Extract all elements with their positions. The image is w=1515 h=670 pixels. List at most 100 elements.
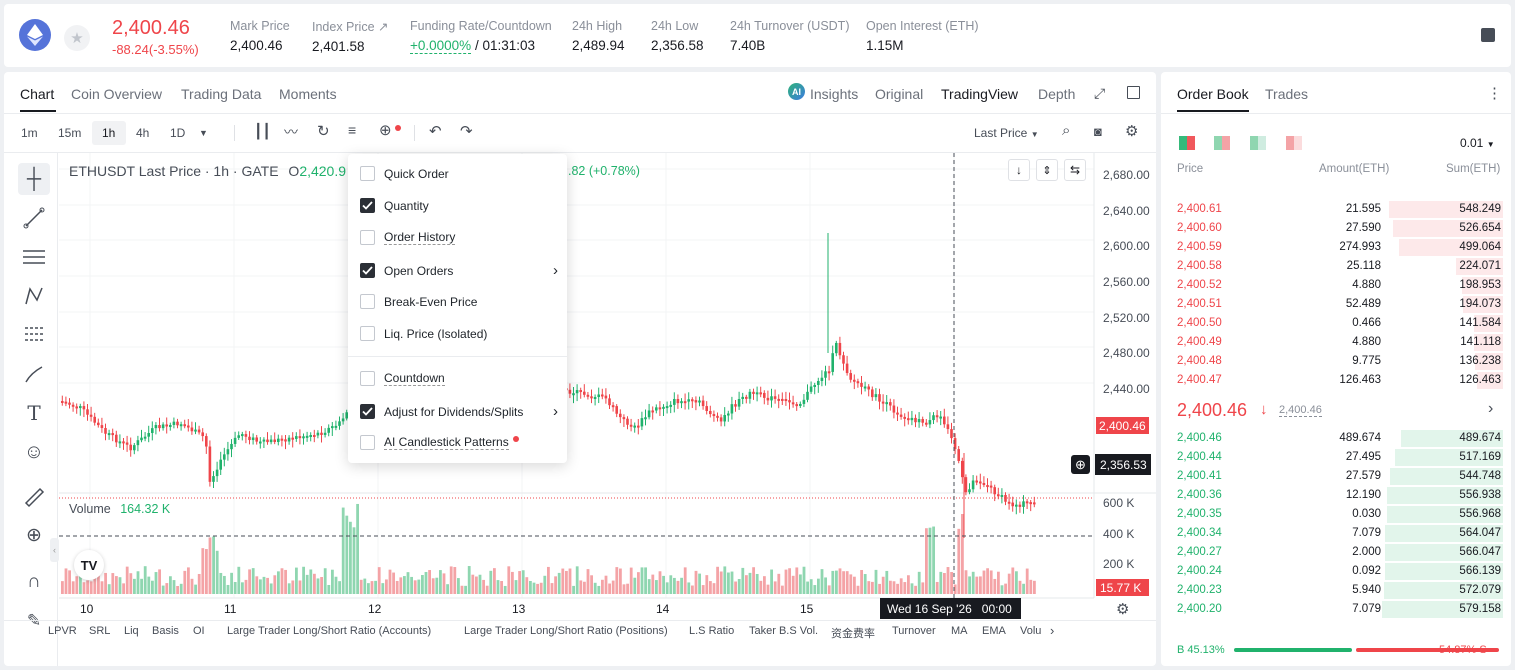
trend-line-icon[interactable] xyxy=(18,202,50,234)
interval-1m[interactable]: 1m xyxy=(21,126,38,140)
view-insights[interactable]: Insights xyxy=(810,86,859,102)
axis-settings-icon[interactable]: ⚙ xyxy=(1116,601,1130,618)
menu-countdown[interactable]: Countdown xyxy=(360,371,445,386)
tab-trading-data[interactable]: Trading Data xyxy=(181,86,262,102)
interval-more-icon[interactable]: ▼ xyxy=(199,128,208,138)
chart-control-maximize-icon[interactable]: ⇆ xyxy=(1064,159,1086,181)
checkbox[interactable] xyxy=(360,230,375,245)
text-icon[interactable]: T xyxy=(27,401,41,425)
interval-4h[interactable]: 4h xyxy=(136,126,150,140)
ask-row[interactable]: 2,400.59 274.993 499.064 xyxy=(1177,238,1503,257)
view-bids-icon[interactable] xyxy=(1250,136,1266,150)
view-mix-icon[interactable] xyxy=(1214,136,1230,150)
menu-break-even[interactable]: Break-Even Price xyxy=(360,294,477,309)
checkbox-checked[interactable] xyxy=(360,198,375,213)
checkbox[interactable] xyxy=(360,371,375,386)
checkbox[interactable] xyxy=(360,326,375,341)
magnet-icon[interactable]: ∩ xyxy=(27,571,41,592)
horizontal-lines-icon[interactable] xyxy=(18,241,50,273)
ask-row[interactable]: 2,400.61 21.595 548.249 xyxy=(1177,200,1503,219)
ask-row[interactable]: 2,400.52 4.880 198.953 xyxy=(1177,276,1503,295)
tab-chart[interactable]: Chart xyxy=(20,86,55,102)
search-icon[interactable]: ⌕ xyxy=(1062,122,1071,139)
collapse-toolbar-handle[interactable]: ‹ xyxy=(50,538,59,562)
bid-row[interactable]: 2,400.35 0.030 556.968 xyxy=(1177,505,1503,524)
refresh-icon[interactable]: ↻ xyxy=(317,123,330,140)
chart-control-collapse-icon[interactable]: ⇕ xyxy=(1036,159,1058,181)
last-price-select[interactable]: Last Price ▼ xyxy=(974,126,1039,140)
ask-row[interactable]: 2,400.60 27.590 526.654 xyxy=(1177,219,1503,238)
tab-trades[interactable]: Trades xyxy=(1265,86,1309,102)
indicator-tab[interactable]: OI xyxy=(193,625,205,637)
tab-coin-overview[interactable]: Coin Overview xyxy=(71,86,163,102)
tab-order-book[interactable]: Order Book xyxy=(1177,86,1249,102)
camera-icon[interactable]: ◙ xyxy=(1094,124,1102,139)
indicator-tab[interactable]: 资金费率 xyxy=(831,628,875,640)
ask-row[interactable]: 2,400.47 126.463 126.463 xyxy=(1177,371,1503,390)
zoom-in-icon[interactable]: ⊕ xyxy=(26,524,42,546)
candle-type-icon[interactable]: ┃┃ xyxy=(254,123,271,139)
bid-row[interactable]: 2,400.36 12.190 556.938 xyxy=(1177,486,1503,505)
expand-icon[interactable]: ⤢ xyxy=(1094,85,1106,101)
checkbox[interactable] xyxy=(360,435,375,450)
indicator-tab[interactable]: Taker B.S Vol. xyxy=(749,625,819,637)
tab-moments[interactable]: Moments xyxy=(279,86,337,102)
add-icon[interactable]: ⊕ xyxy=(379,122,392,139)
indicator-tab[interactable]: Liq xyxy=(124,625,139,637)
checkbox-checked[interactable] xyxy=(360,263,375,278)
mid-expand-icon[interactable]: › xyxy=(1488,400,1494,417)
settings-gear-icon[interactable]: ⚙ xyxy=(1125,123,1139,140)
pencil-lock-icon[interactable]: ✎ xyxy=(26,611,42,630)
bid-row[interactable]: 2,400.20 7.079 579.158 xyxy=(1177,600,1503,619)
indicator-tab[interactable]: L.S Ratio xyxy=(689,625,735,637)
bid-row[interactable]: 2,400.41 27.579 544.748 xyxy=(1177,467,1503,486)
bid-row[interactable]: 2,400.44 27.495 517.169 xyxy=(1177,448,1503,467)
menu-liq-price[interactable]: Liq. Price (Isolated) xyxy=(360,326,487,341)
menu-quantity[interactable]: Quantity xyxy=(360,198,429,213)
chart-control-down-icon[interactable]: ↓ xyxy=(1008,159,1030,181)
ask-row[interactable]: 2,400.48 9.775 136.238 xyxy=(1177,352,1503,371)
stat-index-price[interactable]: Index Price ↗ 2,401.58 xyxy=(312,20,389,54)
ask-row[interactable]: 2,400.58 25.118 224.071 xyxy=(1177,257,1503,276)
menu-order-history[interactable]: Order History xyxy=(360,230,456,245)
window-icon[interactable] xyxy=(1127,86,1140,99)
emoji-icon[interactable]: ☺ xyxy=(23,440,45,463)
bid-row[interactable]: 2,400.46 489.674 489.674 xyxy=(1177,429,1503,448)
pattern-icon[interactable] xyxy=(18,280,50,312)
bid-row[interactable]: 2,400.34 7.079 564.047 xyxy=(1177,524,1503,543)
checkbox[interactable] xyxy=(360,166,375,181)
checkbox-checked[interactable] xyxy=(360,404,375,419)
view-both-icon[interactable] xyxy=(1179,136,1195,150)
indicators-icon[interactable]: 〰 xyxy=(284,124,298,140)
crosshair-icon[interactable]: ┼ xyxy=(18,163,50,195)
menu-adjust-dividends[interactable]: Adjust for Dividends/Splits › xyxy=(360,403,558,420)
indicator-tab[interactable]: MA xyxy=(951,625,968,637)
view-original[interactable]: Original xyxy=(875,86,924,102)
bid-row[interactable]: 2,400.27 2.000 566.047 xyxy=(1177,543,1503,562)
redo-icon[interactable]: ↷ xyxy=(460,123,473,140)
bid-row[interactable]: 2,400.24 0.092 566.139 xyxy=(1177,562,1503,581)
precision-select[interactable]: 0.01 ▼ xyxy=(1460,136,1495,150)
crosshair-add-icon[interactable]: ⊕ xyxy=(1071,455,1090,474)
indicator-tab[interactable]: Large Trader Long/Short Ratio (Accounts) xyxy=(227,625,432,637)
indicator-tab[interactable]: Turnover xyxy=(892,625,936,637)
more-menu-icon[interactable]: ⋮ xyxy=(1487,85,1502,102)
indicator-tab[interactable]: Basis xyxy=(152,625,179,637)
menu-ai-candlestick[interactable]: AI Candlestick Patterns xyxy=(360,435,519,450)
ask-row[interactable]: 2,400.50 0.466 141.584 xyxy=(1177,314,1503,333)
ruler-icon[interactable] xyxy=(18,481,50,513)
indicator-tab[interactable]: SRL xyxy=(89,625,111,637)
view-asks-icon[interactable] xyxy=(1286,136,1302,150)
menu-open-orders[interactable]: Open Orders › xyxy=(360,262,558,279)
candlestick-chart[interactable] xyxy=(59,153,1156,666)
indicator-tab[interactable]: LPVR xyxy=(48,625,77,637)
checkbox[interactable] xyxy=(360,294,375,309)
indicator-tab[interactable]: Large Trader Long/Short Ratio (Positions… xyxy=(464,625,668,637)
indicator-tab[interactable]: EMA xyxy=(982,625,1006,637)
indicator-tab[interactable]: Volu xyxy=(1020,625,1042,637)
bid-row[interactable]: 2,400.23 5.940 572.079 xyxy=(1177,581,1503,600)
interval-15m[interactable]: 15m xyxy=(58,126,82,140)
fib-icon[interactable] xyxy=(18,319,50,351)
menu-quick-order[interactable]: Quick Order xyxy=(360,166,449,181)
ask-row[interactable]: 2,400.49 4.880 141.118 xyxy=(1177,333,1503,352)
